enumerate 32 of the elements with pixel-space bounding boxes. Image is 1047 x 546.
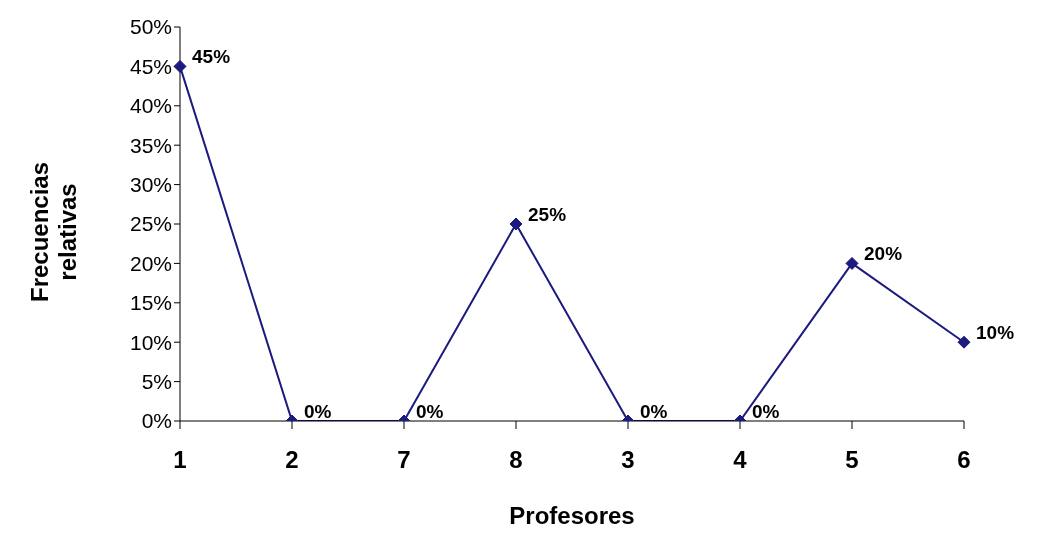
y-tick-label: 5% [141,370,172,394]
y-tick-label: 40% [129,94,172,118]
x-tick-label: 2 [285,446,299,474]
x-tick-label: 5 [845,446,859,474]
x-tick-label: 7 [397,446,411,474]
y-tick-label: 35% [129,133,172,157]
data-label: 10% [976,322,1015,344]
x-tick-label: 3 [621,446,635,474]
point [509,217,523,231]
point [845,256,859,270]
point [957,335,971,349]
data-label: 0% [304,401,332,422]
data-label: 25% [528,204,567,225]
x-tick-label: 6 [957,446,971,474]
y-tick-label: 30% [129,173,172,197]
y-tick-label: 10% [129,330,172,354]
data-label: 20% [864,243,903,265]
y-tick-label: 25% [129,212,172,236]
y-axis-title: Frecuencias relativas [26,161,81,303]
y-tick-label: 20% [129,251,172,275]
y-tick-label: 0% [141,409,172,433]
data-label: 45% [192,46,231,68]
y-tick-label: 50% [129,15,172,39]
data-label: 0% [416,401,444,422]
x-tick-label: 4 [733,446,748,474]
y-tick-label: 15% [129,291,172,315]
x-tick-label: 1 [173,446,187,474]
data-label: 0% [752,401,780,422]
data-label: 0% [640,401,668,422]
y-tick-label: 45% [129,54,172,78]
x-tick-label: 8 [509,446,523,474]
x-axis-title: Profesores [509,502,635,529]
